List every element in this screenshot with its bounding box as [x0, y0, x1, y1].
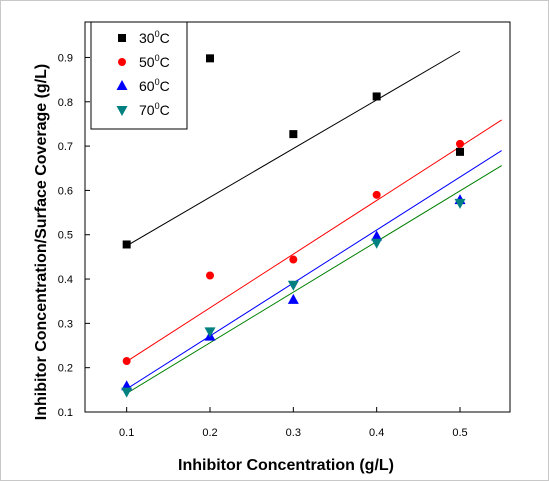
- data-point-60c: [287, 293, 299, 304]
- fit-line-70c: [126, 165, 502, 394]
- data-point-70c: [204, 327, 216, 338]
- data-point-70c: [121, 387, 133, 398]
- y-tick-label: 0.4: [58, 274, 73, 286]
- data-point-50c: [372, 190, 381, 199]
- data-point-60c: [371, 230, 383, 241]
- fit-line-30c: [126, 50, 461, 247]
- data-point-50c: [122, 357, 131, 366]
- legend-label-70c: 700C: [139, 101, 170, 118]
- x-tick-label: 0.2: [202, 427, 217, 439]
- x-tick-label: 0.3: [286, 427, 301, 439]
- fit-lines: [126, 50, 502, 394]
- legend-box: [90, 21, 188, 130]
- x-tick-label: 0.4: [369, 427, 384, 439]
- data-point-30c: [289, 130, 298, 139]
- legend-label-30c: 300C: [139, 29, 170, 46]
- legend-marker-60c: [116, 80, 128, 90]
- data-point-70c: [371, 238, 383, 249]
- data-point-50c: [289, 255, 298, 264]
- y-tick-label: 0.2: [58, 363, 73, 375]
- data-point-50c: [456, 139, 464, 148]
- data-points: [121, 54, 466, 398]
- y-tick-label: 0.7: [58, 141, 73, 153]
- data-point-30c: [122, 240, 131, 249]
- legend-label-50c: 500C: [139, 53, 170, 70]
- fit-line-60c: [126, 150, 502, 390]
- legend-marker-30c: [118, 34, 126, 42]
- y-tick-label: 0.3: [58, 318, 73, 330]
- data-point-30c: [456, 147, 464, 156]
- y-axis-title: Inhibitor Concentration/Surface Coverage…: [33, 64, 50, 420]
- legend-marker-50c: [118, 58, 126, 66]
- data-point-30c: [206, 54, 214, 63]
- y-tick-label: 0.8: [58, 97, 73, 109]
- plot-area-border: [84, 21, 511, 413]
- data-point-70c: [287, 280, 299, 291]
- y-tick-label: 0.9: [58, 52, 73, 64]
- x-axis-title: Inhibitor Concentration (g/L): [178, 457, 394, 474]
- y-tick-label: 0.5: [58, 230, 73, 242]
- axis-ticks: 0.1 0.2 0.3 0.4 0.5 0.1 0.2 0.3 0.4 0.5 0.6 0.7 0.8 0…: [58, 52, 468, 439]
- data-point-50c: [206, 271, 214, 280]
- x-tick-label: 0.5: [452, 427, 467, 439]
- legend-marker-70c: [116, 106, 128, 116]
- data-point-70c: [454, 198, 466, 209]
- legend-label-60c: 600C: [139, 77, 170, 94]
- y-tick-label: 0.1: [58, 407, 73, 419]
- data-point-30c: [372, 92, 381, 101]
- fit-line-50c: [126, 119, 502, 362]
- y-tick-label: 0.6: [58, 185, 73, 197]
- legend: 300C 500C 600C 700C: [90, 21, 188, 130]
- x-tick-label: 0.1: [119, 427, 134, 439]
